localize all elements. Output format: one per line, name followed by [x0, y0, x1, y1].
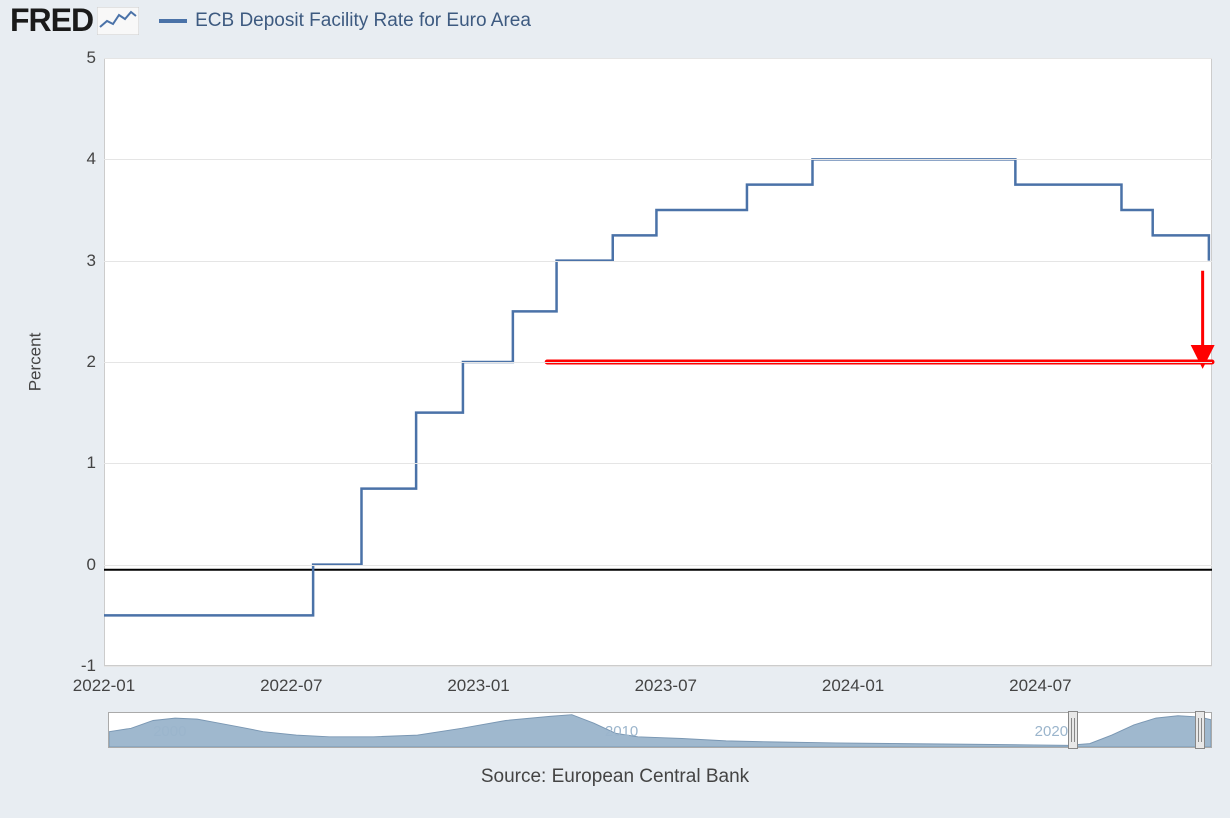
chart-legend[interactable]: ECB Deposit Facility Rate for Euro Area — [159, 10, 531, 32]
y-tick-label: 1 — [46, 453, 96, 473]
legend-label: ECB Deposit Facility Rate for Euro Area — [195, 10, 531, 32]
y-tick-label: 4 — [46, 149, 96, 169]
gridline — [104, 463, 1212, 464]
navigator-year-label: 2000 — [153, 723, 186, 740]
x-tick-label: 2022-07 — [260, 676, 322, 696]
chart-header: FRED ECB Deposit Facility Rate for Euro … — [10, 2, 531, 39]
gridline — [104, 58, 1212, 59]
x-tick-label: 2023-07 — [635, 676, 697, 696]
gridline — [104, 261, 1212, 262]
x-tick-label: 2024-07 — [1009, 676, 1071, 696]
y-tick-label: 2 — [46, 352, 96, 372]
time-navigator[interactable]: 2000 2010 2020 — [108, 712, 1212, 748]
y-tick-label: 0 — [46, 555, 96, 575]
navigator-year-label: 2020 — [1035, 723, 1068, 740]
navigator-handle-right[interactable] — [1195, 711, 1205, 749]
gridline — [104, 159, 1212, 160]
chart-icon — [97, 7, 139, 35]
x-tick-label: 2023-01 — [447, 676, 509, 696]
gridline — [104, 565, 1212, 566]
navigator-year-label: 2010 — [605, 723, 638, 740]
series-line — [104, 159, 1209, 615]
y-tick-label: 5 — [46, 48, 96, 68]
x-tick-label: 2022-01 — [73, 676, 135, 696]
chart-svg — [0, 52, 1230, 686]
gridline — [104, 666, 1212, 667]
chart-container: Percent 200020102020 Source: European Ce… — [0, 52, 1230, 752]
legend-swatch — [159, 19, 187, 23]
source-label: Source: European Central Bank — [0, 766, 1230, 788]
x-tick-label: 2024-01 — [822, 676, 884, 696]
fred-logo[interactable]: FRED — [10, 2, 139, 39]
y-tick-label: -1 — [46, 656, 96, 676]
y-tick-label: 3 — [46, 251, 96, 271]
logo-text: FRED — [10, 2, 93, 39]
navigator-handle-left[interactable] — [1068, 711, 1078, 749]
gridline — [104, 362, 1212, 363]
